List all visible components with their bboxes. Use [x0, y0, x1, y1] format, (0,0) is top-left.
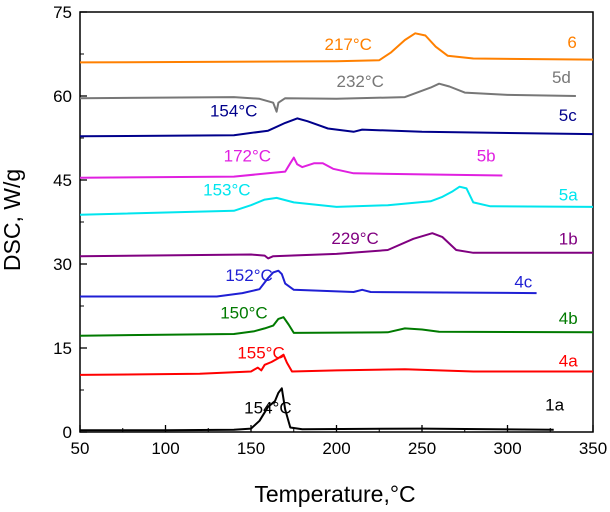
series-line-6 [79, 32, 594, 64]
series-line-5c [79, 117, 594, 138]
annotation-6: 217°C [325, 35, 372, 54]
annotation-1a: 154°C [244, 399, 291, 418]
series-label-4b: 4b [559, 309, 578, 328]
series-label-4c: 4c [514, 273, 532, 292]
series-label-5c: 5c [559, 106, 577, 125]
series-line-4c [80, 269, 537, 298]
x-tick-label: 200 [322, 439, 350, 458]
x-tick-label: 250 [408, 439, 436, 458]
annotation-5c: 154°C [210, 102, 257, 121]
series-line-4a [79, 353, 593, 376]
x-tick-label: 50 [71, 439, 90, 458]
annotation-1b: 229°C [331, 229, 378, 248]
series-line-5d [79, 82, 576, 113]
labels-group: 1a 154°C 4a 155°C 4b 150°C 4c 152°C 1b 229°C 5a 153… [203, 33, 578, 418]
series-group [79, 32, 594, 432]
x-tick-label: 150 [237, 439, 265, 458]
series-line-1a [80, 387, 554, 432]
series-label-4a: 4a [559, 351, 578, 370]
series-line-5a [79, 185, 594, 216]
x-axis-title: Temperature,°C [254, 481, 415, 507]
series-label-5a: 5a [559, 186, 578, 205]
y-axis-title: DSC, W/g [0, 169, 25, 271]
x-tick-label: 300 [493, 439, 521, 458]
series-label-5d: 5d [552, 68, 571, 87]
annotation-4b: 150°C [220, 303, 267, 322]
annotation-5b: 172°C [224, 147, 271, 166]
y-tick-label: 15 [53, 339, 72, 358]
y-tick-label: 30 [53, 255, 72, 274]
y-tick-label: 75 [53, 3, 72, 22]
annotation-4a: 155°C [237, 344, 284, 363]
series-label-6: 6 [567, 33, 576, 52]
series-line-1b [79, 232, 593, 260]
series-line-4b [79, 316, 594, 337]
series-label-5b: 5b [477, 147, 496, 166]
series-label-1b: 1b [559, 229, 578, 248]
series-line-5b [79, 156, 503, 179]
annotation-5a: 153°C [203, 181, 250, 200]
axes: 50 100 150 200 250 300 350 0 15 30 45 60 75 [53, 3, 607, 458]
series-label-1a: 1a [545, 396, 564, 415]
y-tick-label: 45 [53, 171, 72, 190]
x-tick-label: 100 [151, 439, 179, 458]
y-tick-label: 60 [53, 87, 72, 106]
annotation-5d: 232°C [337, 72, 384, 91]
x-tick-label: 350 [579, 439, 607, 458]
y-tick-label: 0 [63, 423, 72, 442]
annotation-4c: 152°C [225, 266, 272, 285]
